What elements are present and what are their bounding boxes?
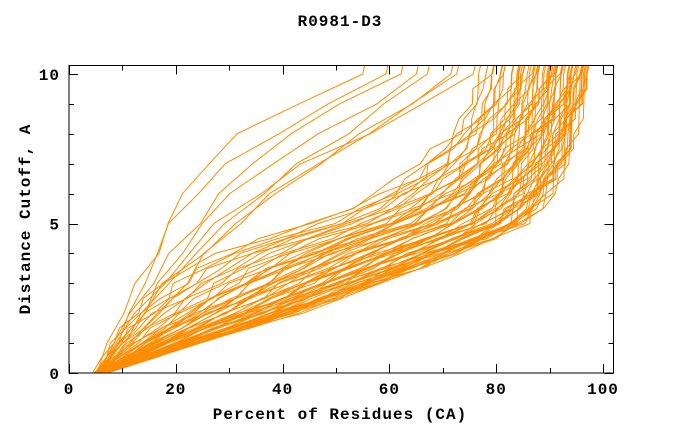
y-tick-label: 10 bbox=[39, 67, 60, 85]
x-axis-label: Percent of Residues (CA) bbox=[212, 406, 468, 424]
x-tick-label: 40 bbox=[272, 381, 293, 399]
model-curve bbox=[98, 65, 404, 373]
model-curve bbox=[98, 65, 506, 373]
model-curve bbox=[97, 65, 545, 373]
x-tick-label: 80 bbox=[486, 381, 507, 399]
model-curve bbox=[100, 65, 539, 373]
model-curve bbox=[96, 65, 504, 373]
model-curve bbox=[96, 65, 476, 373]
model-curve bbox=[99, 65, 563, 373]
model-curve bbox=[105, 65, 589, 373]
model-curve bbox=[104, 65, 559, 373]
tick-labels: 0 20 40 60 80 100 0 5 10 bbox=[39, 67, 619, 399]
x-tick-label: 60 bbox=[379, 381, 400, 399]
model-curve bbox=[98, 65, 489, 373]
model-curve bbox=[101, 65, 552, 373]
model-curve bbox=[101, 65, 454, 373]
model-curve bbox=[99, 65, 536, 373]
model-curve bbox=[103, 65, 554, 373]
model-curve bbox=[101, 65, 573, 373]
model-curve bbox=[100, 65, 555, 373]
axis-box bbox=[68, 65, 614, 374]
model-curve bbox=[97, 65, 525, 373]
model-curve bbox=[92, 65, 481, 373]
model-curve bbox=[94, 65, 495, 373]
x-tick-label: 100 bbox=[587, 381, 619, 399]
model-curve bbox=[100, 65, 514, 373]
model-curve bbox=[105, 65, 573, 373]
model-curve bbox=[102, 65, 430, 373]
model-curve bbox=[96, 65, 495, 373]
model-curve bbox=[94, 65, 495, 373]
model-curve bbox=[96, 65, 526, 373]
y-axis-label: Distance Cutoff, A bbox=[17, 123, 35, 315]
model-curve bbox=[96, 65, 366, 373]
y-tick-label: 0 bbox=[49, 366, 60, 384]
model-curves bbox=[92, 65, 590, 373]
x-tick-label: 0 bbox=[64, 381, 75, 399]
x-tick-label: 20 bbox=[165, 381, 186, 399]
model-curve bbox=[102, 65, 558, 373]
model-curve bbox=[101, 65, 583, 373]
model-curve bbox=[97, 65, 520, 373]
model-curve bbox=[98, 65, 530, 373]
y-tick-label: 5 bbox=[49, 217, 60, 235]
model-curve bbox=[101, 65, 535, 373]
model-curve bbox=[100, 65, 521, 373]
model-curve bbox=[100, 65, 515, 373]
model-curve bbox=[96, 65, 506, 373]
chart-title: R0981-D3 bbox=[297, 13, 383, 31]
model-curve bbox=[103, 65, 584, 373]
